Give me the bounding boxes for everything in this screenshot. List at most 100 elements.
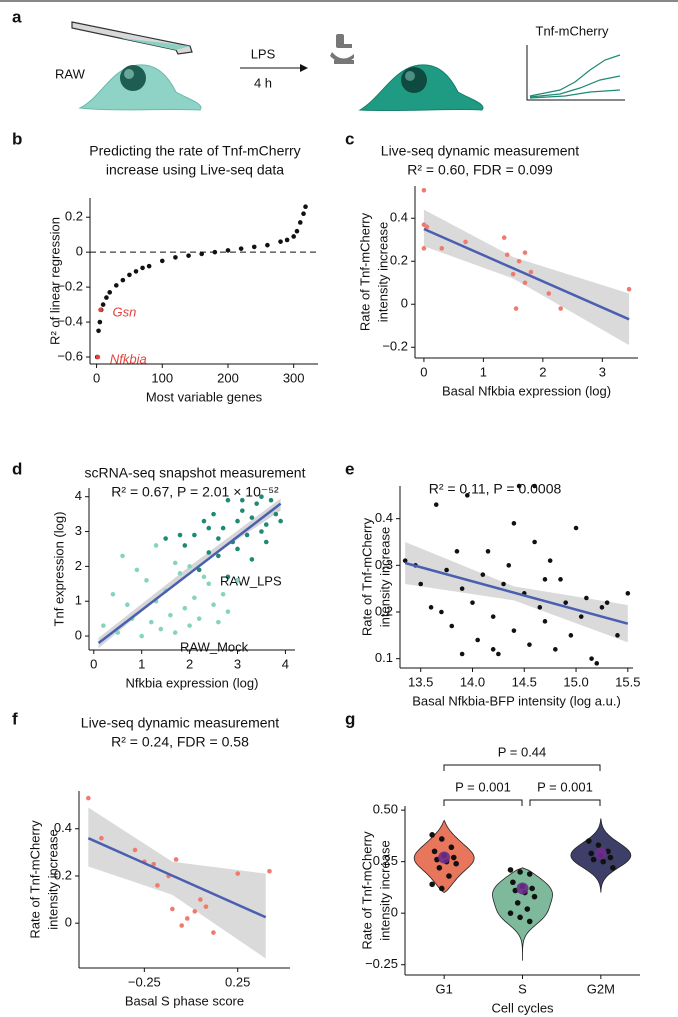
nucleus-highlight	[124, 69, 134, 79]
data-point	[284, 237, 290, 243]
data-point	[485, 549, 491, 554]
data-point	[220, 525, 226, 531]
data-point	[186, 253, 191, 258]
y-axis-label: R² of linear regression	[47, 217, 62, 345]
y-tick-label: 0.2	[54, 867, 72, 882]
data-point	[294, 228, 300, 234]
data-point	[196, 616, 202, 621]
data-point	[546, 291, 552, 296]
x-tick-label: 300	[283, 370, 305, 385]
data-point	[158, 626, 164, 632]
data-point	[265, 242, 270, 248]
x-tick-label: 3	[234, 656, 241, 671]
data-point	[134, 567, 140, 573]
data-point	[172, 560, 178, 566]
data-point	[259, 494, 264, 500]
data-point	[107, 290, 113, 295]
data-point	[159, 258, 165, 264]
data-point	[513, 306, 519, 311]
data-point	[448, 844, 455, 851]
data-point	[120, 553, 125, 559]
pipette-tip	[120, 38, 190, 50]
regression-line	[87, 837, 267, 919]
data-point	[99, 835, 104, 841]
data-point	[514, 900, 521, 906]
series-label: RAW_Mock	[180, 639, 249, 654]
data-point	[273, 511, 279, 517]
y-axis-label: Tnf expression (log)	[51, 512, 66, 627]
center-point	[516, 882, 529, 895]
data-point	[140, 265, 145, 271]
chart-title: Live-seq dynamic measurement	[81, 715, 280, 731]
data-point	[480, 572, 486, 577]
data-point	[510, 879, 516, 886]
data-point	[173, 857, 179, 862]
significance-bracket	[443, 764, 601, 771]
data-point	[225, 248, 231, 253]
nucleus-highlight	[405, 71, 415, 81]
data-point	[254, 501, 259, 506]
data-point	[438, 836, 445, 842]
data-point	[532, 539, 537, 545]
data-point	[453, 860, 459, 867]
data-point	[516, 258, 522, 264]
regression-line	[97, 502, 282, 645]
series-label: RAW_LPS	[220, 573, 282, 588]
chart-title: scRNA-seq snapshot measurement	[85, 465, 306, 481]
x-axis-label: Cell cycles	[491, 1000, 554, 1015]
data-point	[133, 269, 139, 274]
arrow-head	[300, 64, 308, 72]
data-point	[496, 651, 501, 657]
data-point	[459, 586, 465, 591]
data-point	[206, 581, 212, 587]
confidence-band	[98, 498, 281, 649]
data-point	[144, 578, 149, 583]
confidence-band	[88, 807, 266, 959]
data-point	[177, 571, 183, 576]
data-point	[607, 854, 614, 861]
data-point	[506, 563, 512, 568]
data-point	[212, 249, 218, 255]
panel-a: a RAW LPS 4 h Tnf-mCherry	[12, 7, 625, 112]
cell-nucleus	[401, 67, 427, 93]
data-point	[626, 286, 632, 292]
x-tick-label: 4	[282, 656, 289, 671]
data-point	[179, 923, 184, 928]
data-point	[507, 910, 514, 916]
x-tick-label: 0	[93, 370, 100, 385]
violin	[492, 867, 553, 961]
data-point	[97, 319, 103, 325]
data-point	[244, 532, 250, 538]
y-tick-label: 0.4	[375, 510, 393, 525]
x-axis-label: Basal S phase score	[125, 993, 244, 1008]
y-axis-label: intensity increase	[45, 829, 60, 929]
data-point	[146, 263, 152, 269]
chart-title: Live-seq dynamic measurement	[381, 143, 580, 159]
y-axis-label: Rate of Tnf-mCherry	[27, 820, 42, 939]
chart-subtitle: R² = 0.67, P = 2.01 × 10⁻⁵²	[111, 484, 279, 500]
significance-bracket	[443, 799, 523, 806]
data-point	[199, 251, 205, 257]
data-point	[216, 619, 221, 625]
chart-subtitle: R² = 0.11, P = 0.0008	[429, 481, 562, 497]
y-axis-label: Rate of Tnf-mCherry	[357, 212, 372, 331]
cell-line-label: RAW	[55, 66, 86, 81]
data-point	[517, 914, 523, 921]
panel-label: b	[12, 129, 22, 148]
data-point	[132, 847, 138, 853]
y-tick-label: −0.6	[57, 348, 83, 363]
data-point	[216, 553, 221, 559]
panel-label: c	[345, 129, 354, 148]
stimulus-label: LPS	[251, 46, 276, 61]
y-axis-label: intensity increase	[377, 840, 392, 940]
data-point	[439, 609, 444, 615]
x-tick-label: 13.5	[408, 674, 433, 689]
data-point	[501, 581, 506, 587]
y-tick-label: 0.4	[390, 210, 408, 225]
data-point	[490, 647, 496, 652]
data-point	[402, 558, 408, 563]
panel: d scRNA-seq snapshot measurement R² = 0.67…	[12, 459, 306, 690]
x-tick-label: 1	[138, 656, 145, 671]
duration-label: 4 h	[254, 75, 272, 90]
